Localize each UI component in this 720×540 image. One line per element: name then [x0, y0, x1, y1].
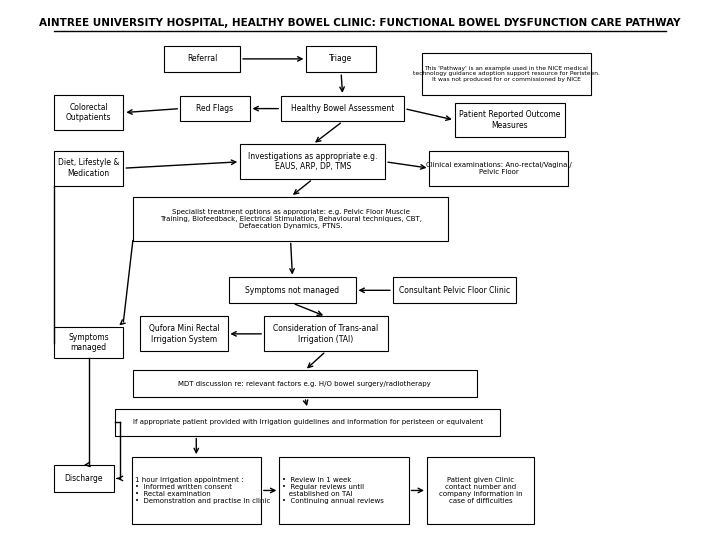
FancyBboxPatch shape	[132, 457, 261, 524]
FancyBboxPatch shape	[54, 95, 123, 130]
FancyBboxPatch shape	[454, 103, 565, 138]
Text: •  Review in 1 week
•  Regular reviews until
   established on TAI
•  Continuing: • Review in 1 week • Regular reviews unt…	[282, 477, 384, 504]
Text: Symptoms not managed: Symptoms not managed	[246, 286, 340, 295]
Text: Symptoms
managed: Symptoms managed	[68, 333, 109, 353]
Text: Triage: Triage	[330, 55, 353, 63]
FancyBboxPatch shape	[180, 96, 250, 122]
Text: Consultant Pelvic Floor Clinic: Consultant Pelvic Floor Clinic	[399, 286, 510, 295]
FancyBboxPatch shape	[54, 465, 114, 492]
Text: Clinical examinations: Ano-rectal/Vaginal/
Pelvic Floor: Clinical examinations: Ano-rectal/Vagina…	[426, 161, 572, 174]
Text: Colorectal
Outpatients: Colorectal Outpatients	[66, 103, 112, 122]
FancyBboxPatch shape	[54, 151, 123, 186]
Text: Patient given Clinic
contact number and
company information in
case of difficult: Patient given Clinic contact number and …	[438, 477, 522, 504]
Text: Qufora Mini Rectal
Irrigation System: Qufora Mini Rectal Irrigation System	[148, 324, 220, 343]
FancyBboxPatch shape	[133, 197, 449, 241]
Text: Discharge: Discharge	[65, 474, 103, 483]
Text: Diet, Lifestyle &
Medication: Diet, Lifestyle & Medication	[58, 158, 120, 178]
Text: MDT discussion re: relevant factors e.g. H/O bowel surgery/radiotherapy: MDT discussion re: relevant factors e.g.…	[179, 381, 431, 387]
FancyBboxPatch shape	[115, 409, 500, 436]
Text: AINTREE UNIVERSITY HOSPITAL, HEALTHY BOWEL CLINIC: FUNCTIONAL BOWEL DYSFUNCTION : AINTREE UNIVERSITY HOSPITAL, HEALTHY BOW…	[40, 18, 680, 28]
FancyBboxPatch shape	[133, 370, 477, 397]
FancyBboxPatch shape	[422, 53, 591, 94]
FancyBboxPatch shape	[427, 457, 534, 524]
FancyBboxPatch shape	[230, 278, 356, 303]
Text: Red Flags: Red Flags	[197, 104, 233, 113]
FancyBboxPatch shape	[281, 96, 404, 122]
Text: Healthy Bowel Assessment: Healthy Bowel Assessment	[291, 104, 395, 113]
FancyBboxPatch shape	[264, 316, 388, 351]
FancyBboxPatch shape	[240, 144, 385, 179]
Text: This 'Pathway' is an example used in the NICE medical
technology guidance adopti: This 'Pathway' is an example used in the…	[413, 65, 600, 82]
Text: Consideration of Trans-anal
Irrigation (TAI): Consideration of Trans-anal Irrigation (…	[274, 324, 379, 343]
Text: Specialist treatment options as appropriate: e.g. Pelvic Floor Muscle
Training, : Specialist treatment options as appropri…	[160, 208, 422, 229]
FancyBboxPatch shape	[307, 45, 376, 72]
FancyBboxPatch shape	[54, 327, 123, 358]
Text: Referral: Referral	[187, 55, 217, 63]
FancyBboxPatch shape	[140, 316, 228, 351]
FancyBboxPatch shape	[429, 151, 568, 186]
Text: 1 hour Irrigation appointment :
•  Informed written consent
•  Rectal examinatio: 1 hour Irrigation appointment : • Inform…	[135, 477, 270, 504]
FancyBboxPatch shape	[164, 45, 240, 72]
Text: Investigations as appropriate e.g.
EAUS, ARP, DP, TMS: Investigations as appropriate e.g. EAUS,…	[248, 152, 377, 172]
Text: If appropriate patient provided with Irrigation guidelines and information for p: If appropriate patient provided with Irr…	[132, 420, 482, 426]
FancyBboxPatch shape	[393, 278, 516, 303]
FancyBboxPatch shape	[279, 457, 408, 524]
Text: Patient Reported Outcome
Measures: Patient Reported Outcome Measures	[459, 110, 561, 130]
